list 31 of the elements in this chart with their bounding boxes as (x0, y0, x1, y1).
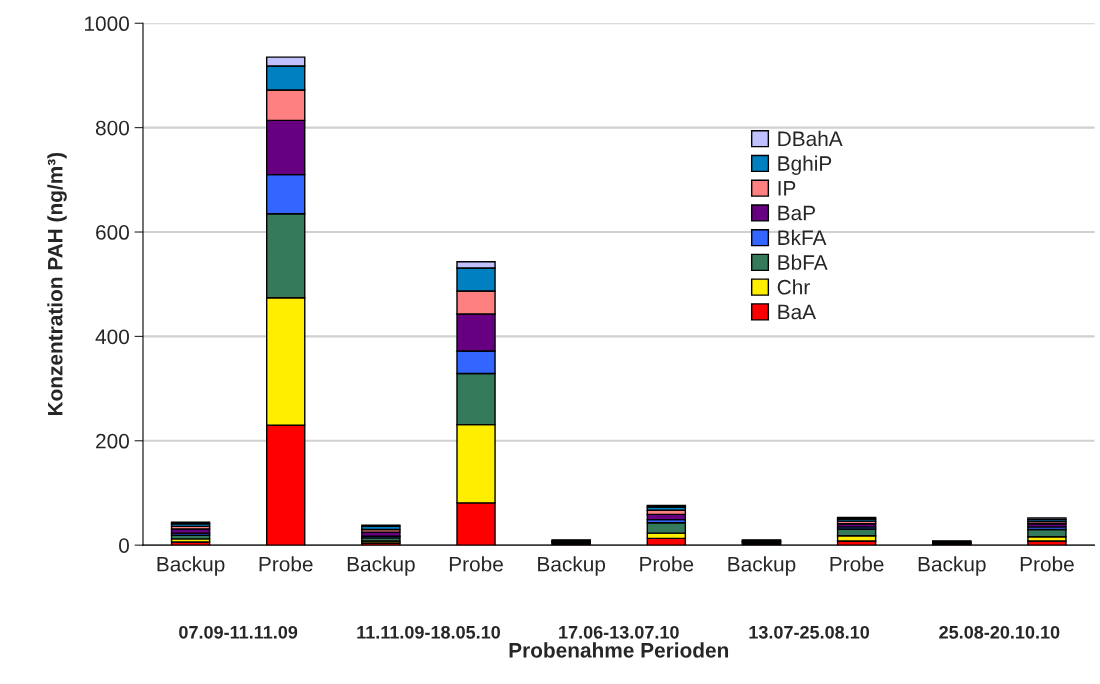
legend-label: Chr (777, 279, 810, 295)
legend-label: DBahA (778, 130, 843, 147)
y-tick-label: 400 (95, 329, 129, 345)
x-tick-label: Backup (918, 556, 986, 576)
x-tick-label: Backup (728, 556, 796, 576)
x-axis-title: Probenahme Perioden (509, 642, 729, 658)
x-tick-label: Backup (347, 556, 415, 576)
y-tick-label: 200 (96, 433, 129, 449)
legend-label: BkFA (778, 229, 827, 245)
legend-label: BaP (778, 205, 815, 221)
y-tick-label: 0 (119, 538, 129, 553)
legend-label: BaA (778, 304, 817, 320)
x-tick-label: Probe (259, 556, 313, 572)
x-tick-label: Probe (1020, 556, 1074, 572)
x-tick-label: Probe (830, 556, 884, 572)
x-tick-label: Probe (449, 556, 503, 572)
legend-label: IP (778, 181, 796, 196)
legend-label: BghiP (778, 155, 832, 175)
y-tick-label: 800 (95, 120, 129, 136)
text: 07.09-11.11.09 (179, 625, 298, 639)
text: 11.11.09-18.05.10 (357, 625, 501, 639)
text: 13.07-25.08.10 (749, 625, 870, 639)
x-tick-label: Backup (157, 556, 225, 576)
legend-label: BbFA (778, 254, 828, 270)
y-tick-label: 600 (96, 225, 129, 240)
y-axis-title: Konzentration PAH (ng/m³) (47, 152, 67, 416)
y-tick-label: 1000 (85, 16, 129, 32)
x-tick-label: Backup (538, 556, 606, 576)
x-tick-label: Probe (640, 556, 694, 572)
text: 17.06-13.07.10 (559, 625, 679, 639)
text: 25.08-20.10.10 (939, 625, 1060, 639)
